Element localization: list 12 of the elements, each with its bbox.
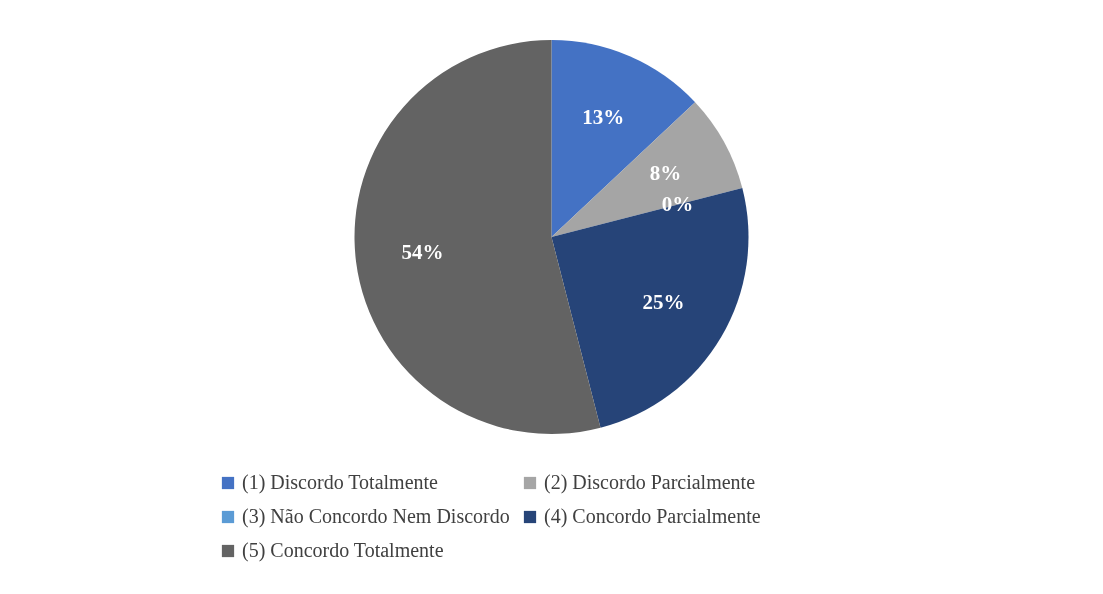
legend-label: (2) Discordo Parcialmente bbox=[544, 471, 756, 494]
data-label: 13% bbox=[582, 104, 625, 129]
data-label: 54% bbox=[401, 240, 444, 265]
pie-slice bbox=[551, 40, 696, 237]
pie-slice bbox=[551, 188, 749, 428]
data-label: 8% bbox=[649, 161, 682, 186]
legend-label: (1) Discordo Totalmente bbox=[242, 471, 439, 494]
legend-label: (4) Concordo Parcialmente bbox=[544, 505, 761, 528]
data-label: 25% bbox=[642, 290, 685, 315]
pie-slice bbox=[551, 102, 743, 237]
legend-label: (3) Não Concordo Nem Discordo bbox=[242, 505, 510, 528]
legend-label: (5) Concordo Totalmente bbox=[242, 539, 444, 562]
